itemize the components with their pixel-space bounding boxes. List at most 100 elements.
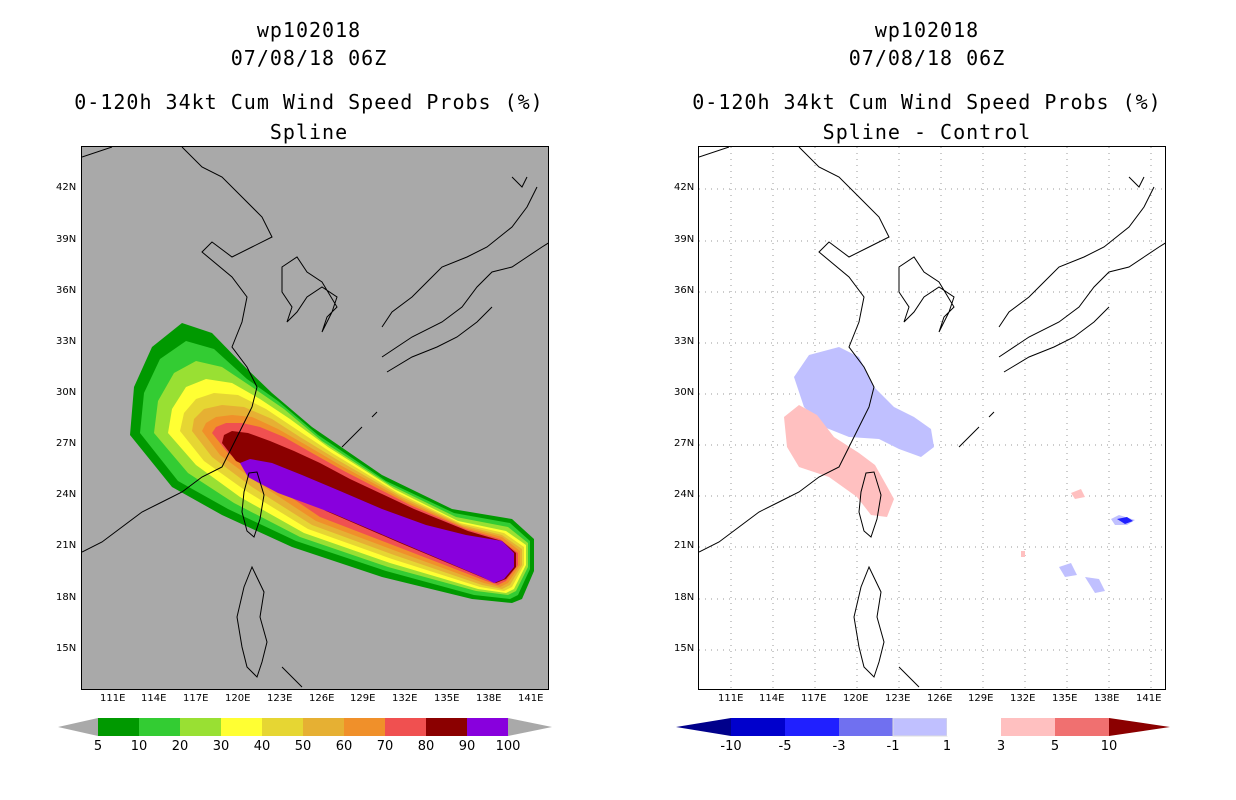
negative-anomaly-southeast-2 bbox=[1085, 577, 1105, 593]
colorbar-bin bbox=[98, 718, 139, 736]
negative-anomaly-southeast bbox=[1059, 563, 1077, 577]
lat-label: 15N bbox=[56, 643, 77, 654]
colorbar-label: -1 bbox=[886, 739, 900, 754]
colorbar-bin bbox=[139, 718, 180, 736]
colorbar-label: 20 bbox=[171, 739, 189, 754]
lon-label: 114E bbox=[141, 693, 167, 704]
lon-label: 111E bbox=[100, 693, 126, 704]
lon-label: 120E bbox=[843, 693, 869, 704]
lon-label: 117E bbox=[183, 693, 209, 704]
lat-label: 24N bbox=[674, 489, 695, 500]
colorbar-bin bbox=[344, 718, 385, 736]
lat-label: 27N bbox=[674, 438, 695, 449]
difference-colorbar bbox=[676, 718, 1170, 737]
model-id-title: wp102018 bbox=[874, 18, 980, 42]
positive-anomaly-dot bbox=[1021, 551, 1025, 557]
colorbar-bin bbox=[467, 718, 508, 736]
strong-negative-core bbox=[1117, 517, 1133, 524]
lon-label: 129E bbox=[968, 693, 994, 704]
colorbar-label: -10 bbox=[720, 739, 742, 754]
lon-label: 123E bbox=[885, 693, 911, 704]
product-title: 0-120h 34kt Cum Wind Speed Probs (%) bbox=[692, 90, 1162, 114]
lat-label: 30N bbox=[56, 387, 77, 398]
colorbar-bin bbox=[785, 718, 839, 736]
colorbar-bin bbox=[1055, 718, 1109, 736]
lat-label: 36N bbox=[674, 285, 695, 296]
lat-label: 18N bbox=[56, 592, 77, 603]
positive-anomaly-west bbox=[784, 405, 894, 517]
colorbar-end-left bbox=[676, 718, 731, 736]
colorbar-label: 50 bbox=[294, 739, 312, 754]
lon-label: 132E bbox=[392, 693, 418, 704]
lat-label: 27N bbox=[56, 438, 77, 449]
colorbar-label: 60 bbox=[335, 739, 353, 754]
lat-label: 21N bbox=[674, 540, 695, 551]
left-panel: wp102018 07/08/18 06Z 0-120h 34kt Cum Wi… bbox=[56, 18, 552, 754]
colorbar-label: 40 bbox=[253, 739, 271, 754]
coastlines bbox=[699, 147, 1165, 688]
colorbar-label: 5 bbox=[1050, 739, 1060, 754]
colorbar-label: 80 bbox=[417, 739, 435, 754]
difference-map bbox=[698, 146, 1166, 690]
lon-label: 126E bbox=[927, 693, 953, 704]
lat-label: 33N bbox=[56, 336, 77, 347]
contour-90 bbox=[240, 459, 514, 583]
colorbar-bin bbox=[303, 718, 344, 736]
probability-swath bbox=[130, 323, 534, 603]
colorbar-label: 10 bbox=[1100, 739, 1118, 754]
model-id-title: wp102018 bbox=[256, 18, 362, 42]
method-title: Spline - Control bbox=[822, 120, 1032, 144]
colorbar-bin bbox=[731, 718, 785, 736]
probability-map bbox=[81, 146, 549, 690]
difference-anomalies bbox=[784, 347, 1135, 593]
colorbar-label: -3 bbox=[832, 739, 846, 754]
probability-map-svg bbox=[82, 147, 548, 688]
colorbar-bin bbox=[892, 718, 948, 737]
right-panel: wp102018 07/08/18 06Z 0-120h 34kt Cum Wi… bbox=[618, 0, 1236, 800]
lat-label: 24N bbox=[56, 489, 77, 500]
colorbar-label: 70 bbox=[376, 739, 394, 754]
lat-label: 42N bbox=[674, 182, 695, 193]
colorbar-end-left bbox=[58, 718, 98, 736]
colorbar-label: 1 bbox=[942, 739, 952, 754]
lat-label: 33N bbox=[674, 336, 695, 347]
lat-label: 39N bbox=[674, 234, 695, 245]
colorbar-bin bbox=[385, 718, 426, 736]
lat-label: 30N bbox=[674, 387, 695, 398]
lon-label: 129E bbox=[350, 693, 376, 704]
coastlines bbox=[82, 147, 548, 688]
colorbar-label: 90 bbox=[458, 739, 476, 754]
colorbar-label: 10 bbox=[130, 739, 148, 754]
difference-map-svg bbox=[699, 147, 1165, 689]
positive-anomaly-southeast bbox=[1071, 489, 1085, 499]
lat-label: 15N bbox=[674, 643, 695, 654]
lon-label: 117E bbox=[801, 693, 827, 704]
probability-colorbar bbox=[58, 718, 552, 736]
lat-label: 39N bbox=[56, 234, 77, 245]
lat-label: 36N bbox=[56, 285, 77, 296]
product-title: 0-120h 34kt Cum Wind Speed Probs (%) bbox=[74, 90, 544, 114]
lon-label: 126E bbox=[309, 693, 335, 704]
colorbar-end-right bbox=[1109, 718, 1170, 736]
lon-label: 123E bbox=[267, 693, 293, 704]
colorbar-label: 5 bbox=[93, 739, 103, 754]
colorbar-label: 3 bbox=[996, 739, 1006, 754]
lon-label: 132E bbox=[1010, 693, 1036, 704]
lat-label: 18N bbox=[674, 592, 695, 603]
date-title: 07/08/18 06Z bbox=[848, 46, 1006, 70]
lon-label: 135E bbox=[1052, 693, 1078, 704]
colorbar-bin bbox=[839, 718, 893, 736]
negative-anomaly-north bbox=[794, 347, 934, 457]
lat-label: 21N bbox=[56, 540, 77, 551]
lon-label: 141E bbox=[518, 693, 544, 704]
date-title: 07/08/18 06Z bbox=[230, 46, 388, 70]
colorbar-bin bbox=[1001, 718, 1055, 736]
lat-label: 42N bbox=[56, 182, 77, 193]
graticule bbox=[699, 147, 1165, 689]
lon-label: 138E bbox=[476, 693, 502, 704]
lon-label: 135E bbox=[434, 693, 460, 704]
lon-label: 111E bbox=[718, 693, 744, 704]
colorbar-bin bbox=[221, 718, 262, 736]
colorbar-bin bbox=[262, 718, 303, 736]
colorbar-label: 30 bbox=[212, 739, 230, 754]
